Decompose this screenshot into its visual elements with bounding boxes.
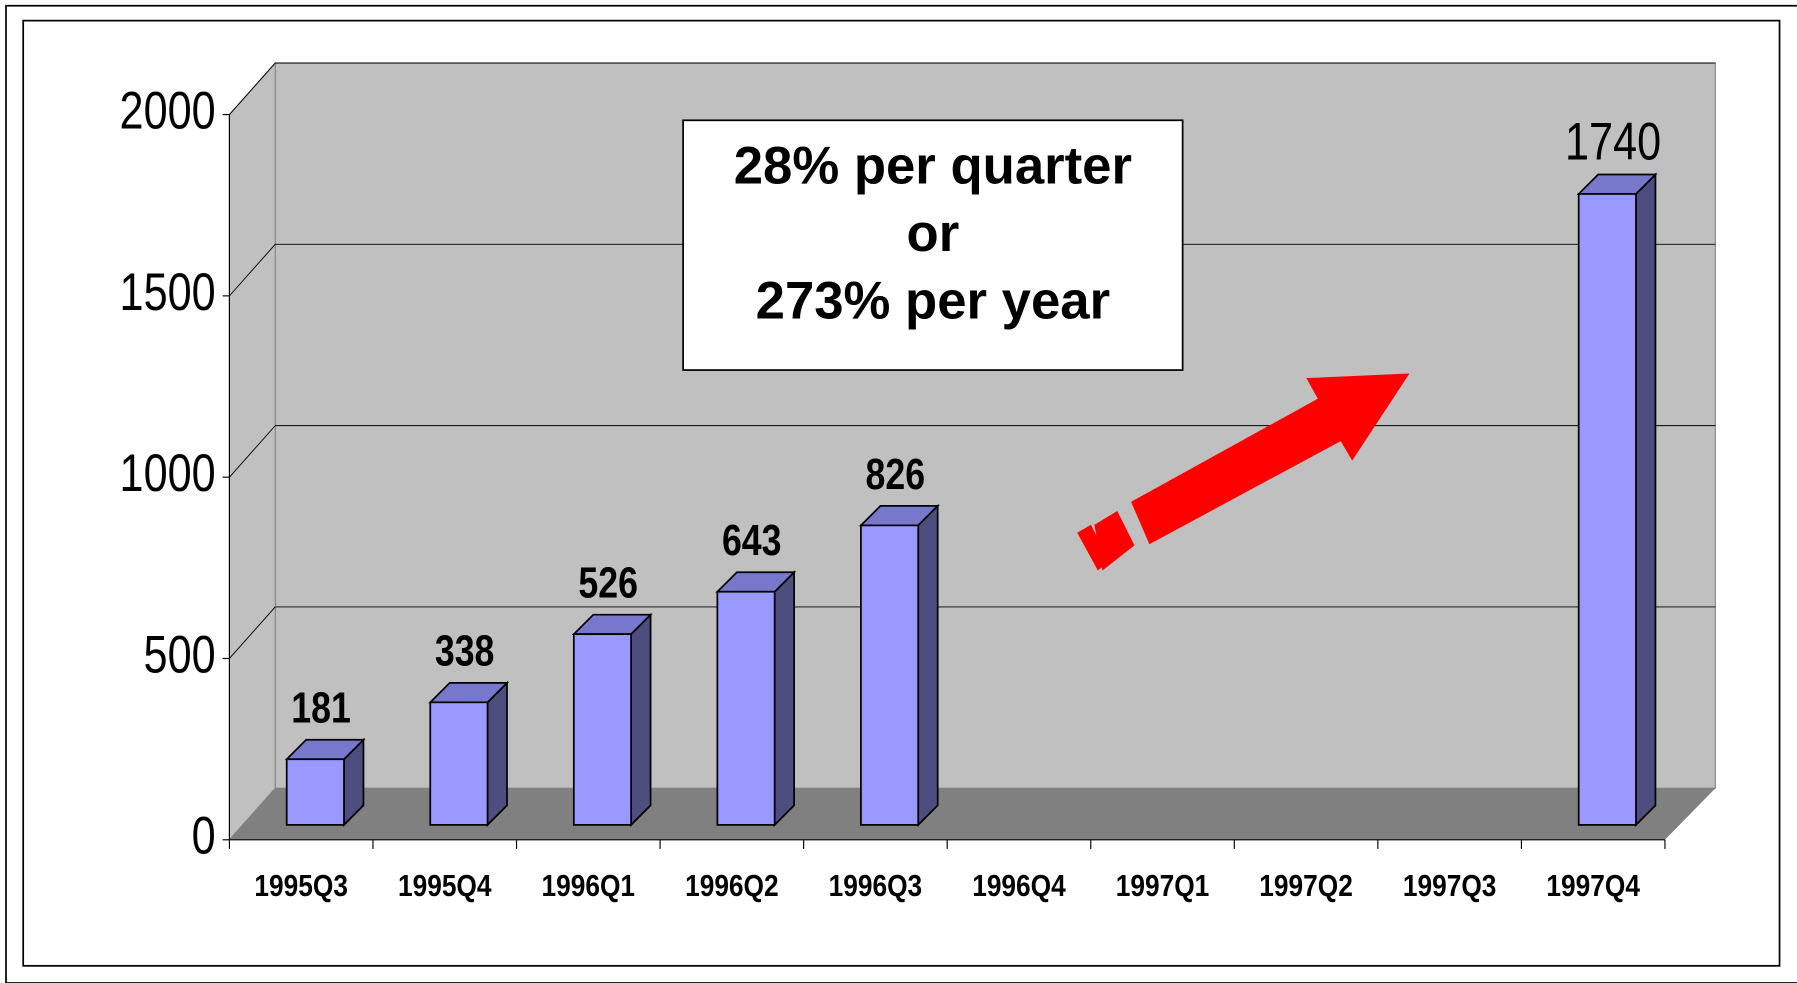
- x-tick-label: 1997Q4: [1546, 869, 1640, 903]
- y-tick-label: 500: [144, 625, 216, 684]
- x-tick-label: 1996Q3: [829, 869, 923, 903]
- bar: [285, 758, 345, 826]
- bar-side: [486, 680, 508, 827]
- annotation-line: or: [907, 204, 960, 263]
- bar-side: [917, 503, 939, 827]
- grid-line: [229, 425, 276, 478]
- trend-arrow: [1077, 373, 1410, 571]
- x-tick-label: 1996Q4: [972, 869, 1066, 903]
- annotation-line: 273% per year: [756, 272, 1110, 331]
- y-tick-label: 1500: [120, 263, 216, 322]
- grid-line: [229, 606, 276, 659]
- y-tick-label: 0: [192, 807, 216, 866]
- x-tick-label: 1997Q1: [1116, 869, 1210, 903]
- x-tick-label: 1997Q3: [1403, 869, 1497, 903]
- bar: [716, 590, 776, 826]
- x-tick-label: 1995Q4: [398, 869, 492, 903]
- data-label: 1740: [1565, 113, 1661, 172]
- data-label: 338: [435, 627, 495, 675]
- grid-line: [229, 244, 276, 297]
- bar: [572, 633, 632, 826]
- bar: [429, 701, 489, 826]
- y-tick-label: 2000: [120, 81, 216, 140]
- bars: [284, 172, 1658, 827]
- annotation-line: 28% per quarter: [734, 136, 1132, 195]
- bar-side: [630, 612, 652, 827]
- x-tick-label: 1995Q3: [254, 869, 348, 903]
- x-tick-label: 1996Q2: [685, 869, 779, 903]
- bar: [1577, 193, 1637, 826]
- bar-side: [1635, 172, 1657, 827]
- data-label: 643: [722, 517, 782, 565]
- bar: [860, 524, 920, 826]
- data-label: 181: [291, 684, 351, 732]
- data-label: 526: [578, 559, 638, 607]
- y-tick-label: 1000: [120, 444, 216, 503]
- bar-side: [773, 570, 795, 827]
- data-label: 826: [866, 450, 926, 498]
- x-tick-label: 1997Q2: [1259, 869, 1353, 903]
- grid-line: [229, 62, 276, 115]
- annotation-box: [682, 119, 1184, 371]
- x-tick-label: 1996Q1: [542, 869, 636, 903]
